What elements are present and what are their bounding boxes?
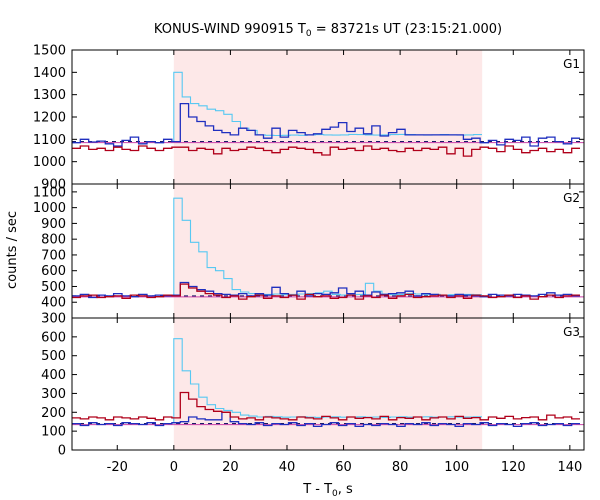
y-tick-label: 600 <box>41 264 66 279</box>
x-axis-title: T - T0, s <box>302 482 353 499</box>
y-tick-label: 900 <box>41 217 66 232</box>
y-tick-label: 1500 <box>33 44 66 59</box>
y-tick-label: 1200 <box>33 111 66 126</box>
panel-label: G1 <box>563 57 580 71</box>
panel-label: G2 <box>563 191 580 205</box>
y-tick-label: 500 <box>41 349 66 364</box>
y-tick-label: 500 <box>41 280 66 295</box>
series-line-blue <box>72 281 580 299</box>
x-axis-title-main: T - T <box>302 482 332 497</box>
chart-title-rest: = 83721s UT (23:15:21.000) <box>312 22 502 37</box>
y-tick-label: 0 <box>58 444 66 459</box>
series-line-red <box>72 283 580 300</box>
y-tick-label: 1300 <box>33 88 66 103</box>
chart-title-main: KONUS-WIND 990915 T <box>154 22 306 37</box>
x-tick-label: 100 <box>444 460 469 475</box>
x-tick-label: 0 <box>170 460 178 475</box>
panel-label: G3 <box>563 325 580 339</box>
x-axis-title-subscript: 0 <box>332 489 338 499</box>
y-tick-label: 200 <box>41 406 66 421</box>
shaded-interval <box>173 318 483 450</box>
y-tick-label: 400 <box>41 368 66 383</box>
y-tick-label: 900 <box>41 178 66 193</box>
y-tick-label: 1100 <box>33 185 66 200</box>
series-line-blue <box>72 102 580 147</box>
y-tick-label: 300 <box>41 387 66 402</box>
x-tick-label: -20 <box>107 460 128 475</box>
y-tick-label: 400 <box>41 296 66 311</box>
panel-g3: 0 100 200 300 400 500 600 G3 <box>41 317 585 459</box>
x-tick-label: 140 <box>557 460 582 475</box>
y-tick-label: 600 <box>41 330 66 345</box>
y-tick-label: 1000 <box>33 155 66 170</box>
y-tick-label: 800 <box>41 233 66 248</box>
y-tick-label: 1100 <box>33 133 66 148</box>
y-axis-title: counts / sec <box>5 211 20 289</box>
shaded-interval <box>173 184 483 318</box>
y-tick-label: 1400 <box>33 66 66 81</box>
x-tick-label: 80 <box>392 460 409 475</box>
series-line-blue <box>72 411 580 428</box>
x-axis-title-rest: , s <box>338 482 353 497</box>
y-tick-label: 300 <box>41 312 66 327</box>
series-line-red <box>72 145 580 157</box>
x-tick-label: 20 <box>222 460 239 475</box>
chart-title-subscript: 0 <box>306 29 312 39</box>
y-tick-label: 100 <box>41 425 66 440</box>
plot-area: 900100011001200130014001500G130040050060… <box>33 44 585 475</box>
chart-title: KONUS-WIND 990915 T0 = 83721s UT (23:15:… <box>154 22 502 39</box>
panel-frame <box>71 317 585 451</box>
panel-g1: 900 1000 1100 1200 1300 1400 1500 G1 <box>33 44 585 193</box>
x-tick-label: 40 <box>279 460 296 475</box>
shaded-interval <box>173 50 483 184</box>
x-tick-label: 60 <box>335 460 352 475</box>
series-line-cyan <box>173 197 482 296</box>
x-tick-label: 120 <box>501 460 526 475</box>
series-line-red <box>72 391 580 421</box>
y-tick-label: 700 <box>41 248 66 263</box>
y-tick-label: 1000 <box>33 201 66 216</box>
